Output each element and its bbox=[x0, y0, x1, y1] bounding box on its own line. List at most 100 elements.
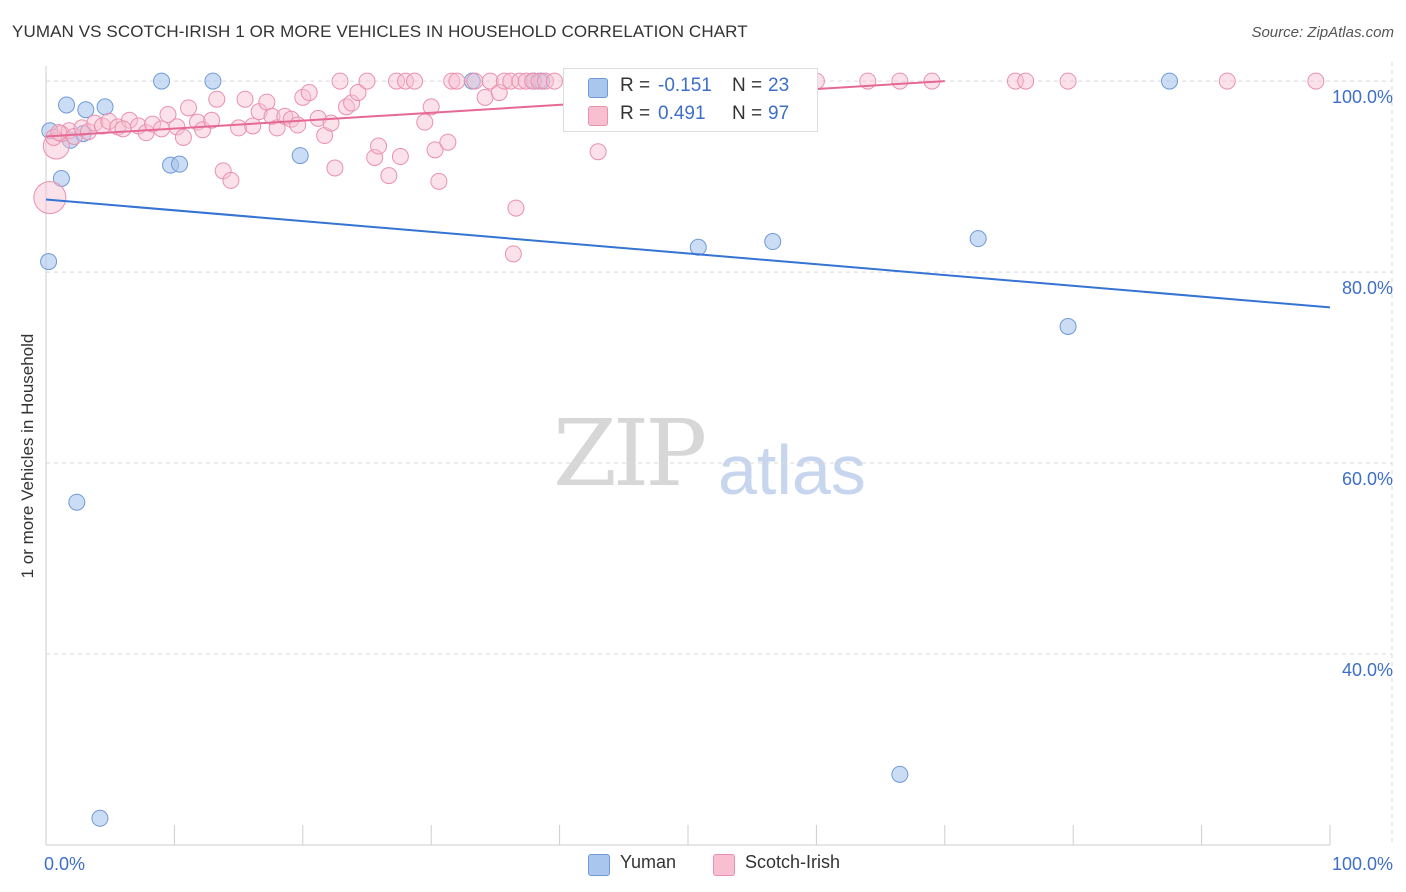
scotch-point bbox=[180, 99, 198, 117]
scotch-point bbox=[397, 72, 415, 90]
yuman-point bbox=[1161, 72, 1178, 90]
yuman-point bbox=[171, 155, 189, 173]
legend-r-value: -0.151 bbox=[658, 75, 712, 96]
scotch-point bbox=[282, 110, 300, 128]
yuman-trend-line bbox=[45, 198, 1331, 309]
legend-n-value: 97 bbox=[768, 103, 790, 124]
scotch-point bbox=[1017, 72, 1035, 90]
legend-row-scotch: R = 0.491 N = 97 bbox=[564, 102, 817, 128]
y-tick-label: 80.0% bbox=[1342, 278, 1393, 298]
scotch-point bbox=[1218, 72, 1236, 90]
x-tick-label-max: 100.0% bbox=[1332, 854, 1393, 874]
scotch-point bbox=[388, 72, 406, 90]
scotch-point bbox=[380, 167, 398, 185]
scotch-point bbox=[391, 148, 409, 166]
scotch-point bbox=[120, 111, 138, 129]
scotch-point bbox=[589, 143, 607, 161]
scotch-point bbox=[358, 72, 376, 90]
y-tick-label: 60.0% bbox=[1342, 469, 1393, 489]
chart-title: YUMAN VS SCOTCH-IRISH 1 OR MORE VEHICLES… bbox=[12, 22, 748, 41]
scotch-point bbox=[476, 88, 494, 106]
yuman-point bbox=[969, 230, 987, 248]
scotch-point bbox=[343, 94, 361, 112]
scotch-point bbox=[208, 90, 226, 108]
scotch-point bbox=[1307, 72, 1325, 90]
scotch-point bbox=[495, 72, 513, 90]
scotch-point bbox=[422, 98, 440, 116]
yuman-point bbox=[204, 72, 222, 90]
yuman-point bbox=[68, 493, 86, 511]
scotch-point bbox=[144, 115, 162, 133]
legend-swatch-yuman-bottom bbox=[588, 854, 610, 876]
yuman-point bbox=[764, 233, 782, 251]
legend-swatch-yuman bbox=[588, 78, 608, 98]
scotch-point bbox=[448, 72, 466, 90]
scotch-point bbox=[511, 72, 529, 90]
legend-swatch-scotch-bottom bbox=[713, 854, 735, 876]
axis-layer bbox=[45, 66, 1331, 846]
x-tick-label-min: 0.0% bbox=[44, 854, 85, 874]
legend-swatch-scotch bbox=[588, 106, 608, 126]
yuman-point bbox=[58, 96, 76, 114]
watermark-zip: ZIP bbox=[553, 400, 707, 507]
scotch-point bbox=[891, 72, 909, 90]
scotch-point bbox=[504, 245, 522, 263]
label-layer: 40.0% 60.0% 80.0% 100.0% 0.0% 100.0% bbox=[44, 87, 1393, 874]
yuman-points bbox=[40, 72, 1178, 827]
scotch-point bbox=[430, 172, 448, 190]
yuman-point bbox=[96, 98, 114, 116]
scotch-point bbox=[366, 148, 384, 166]
yuman-point bbox=[891, 765, 909, 783]
legend-r-label: R = bbox=[620, 75, 651, 96]
scotch-point bbox=[530, 72, 548, 90]
legend-label-yuman: Yuman bbox=[620, 852, 677, 872]
yuman-point bbox=[291, 147, 309, 165]
legend-label-scotch: Scotch-Irish bbox=[745, 852, 841, 872]
grid-layer bbox=[46, 62, 1393, 845]
scotch-point bbox=[222, 171, 240, 189]
source-credit: Source: ZipAtlas.com bbox=[1251, 24, 1394, 41]
scotch-point bbox=[45, 128, 63, 146]
scotch-point bbox=[159, 106, 177, 124]
y-tick-label: 40.0% bbox=[1342, 660, 1393, 680]
scotch-point bbox=[536, 72, 554, 90]
yuman-point bbox=[1059, 318, 1077, 336]
scotch-point bbox=[258, 93, 276, 111]
legend-n-label: N = bbox=[732, 75, 763, 96]
scotch-point bbox=[331, 72, 349, 90]
scotch-point bbox=[349, 84, 367, 102]
scotch-point bbox=[244, 117, 262, 135]
watermark-atlas: atlas bbox=[718, 431, 866, 509]
scotch-point bbox=[502, 72, 520, 90]
scotch-point bbox=[416, 113, 434, 131]
y-tick-label: 100.0% bbox=[1332, 87, 1393, 107]
scotch-point bbox=[322, 114, 340, 132]
scotch-point bbox=[1006, 72, 1024, 90]
yuman-point bbox=[153, 72, 171, 90]
scotch-point bbox=[174, 128, 192, 146]
scotch-point bbox=[1059, 72, 1077, 90]
legend-n-label: N = bbox=[732, 103, 763, 124]
yuman-point bbox=[40, 253, 58, 271]
correlation-legend: R = -0.151 N = 23 R = 0.491 N = 97 bbox=[563, 68, 818, 132]
scotch-point bbox=[524, 72, 542, 90]
scotch-point bbox=[406, 72, 424, 90]
scotch-point bbox=[545, 72, 563, 90]
legend-r-label: R = bbox=[620, 103, 651, 124]
scotch-point bbox=[370, 137, 388, 155]
scotch-point bbox=[203, 111, 221, 129]
yuman-point bbox=[91, 809, 109, 827]
scotch-point bbox=[439, 133, 457, 151]
scotch-point bbox=[100, 112, 118, 130]
scotch-point bbox=[236, 90, 254, 108]
scotch-point bbox=[33, 181, 67, 215]
scotch-point bbox=[443, 72, 461, 90]
scotch-point bbox=[517, 72, 535, 90]
scotch-point bbox=[300, 84, 318, 102]
scotch-point bbox=[50, 124, 68, 142]
scotch-point bbox=[114, 120, 132, 138]
scotch-point bbox=[289, 116, 307, 134]
scotch-point bbox=[507, 199, 525, 217]
legend-r-value: 0.491 bbox=[658, 103, 706, 124]
